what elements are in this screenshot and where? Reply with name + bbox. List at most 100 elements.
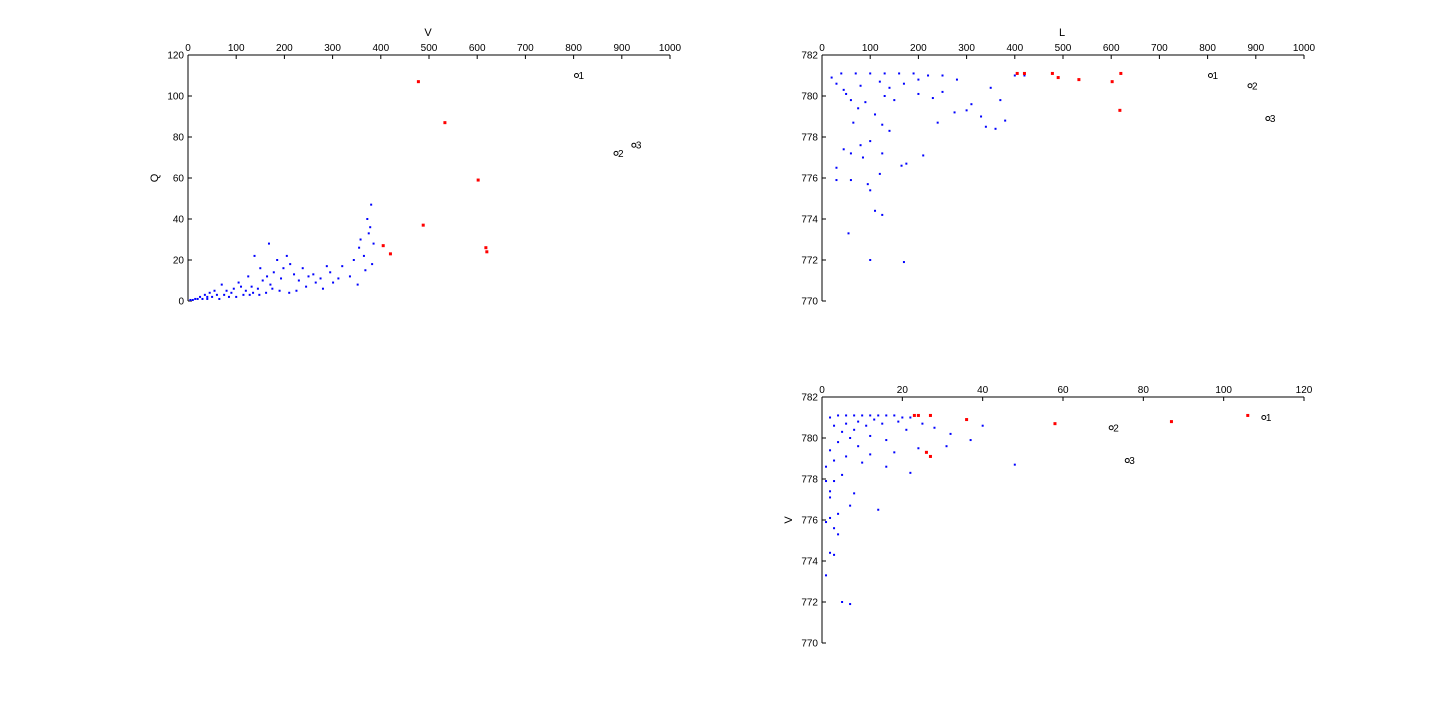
data-point [869,72,872,75]
data-point [213,289,216,292]
y-tick-label: 772 [801,598,818,609]
data-point-highlight [916,413,920,417]
data-point [829,516,832,519]
data-point [999,99,1002,102]
data-point [933,426,936,429]
x-tick-label: 800 [565,43,582,54]
data-point [857,420,860,423]
data-point [853,428,856,431]
data-point [864,101,867,104]
data-point [945,445,948,448]
data-point [941,90,944,93]
data-point [240,285,243,288]
data-point [348,275,351,278]
y-tick-label: 770 [801,297,818,308]
x-tick-label: 900 [613,43,630,54]
data-point [873,418,876,421]
data-point [878,80,881,83]
data-point-highlight [485,250,489,254]
x-tick-label: 700 [517,43,534,54]
x-tick-label: 300 [958,43,975,54]
y-tick-label: 778 [801,133,818,144]
data-point [367,232,370,235]
data-point [905,428,908,431]
x-tick-label: 100 [862,43,879,54]
data-point [874,113,877,116]
x-tick-label: 300 [324,43,341,54]
x-axis-label: V [424,27,432,39]
data-point [841,430,844,433]
data-point-labeled [1261,415,1267,420]
data-point-labeled [613,150,619,156]
point-label: 1 [1212,71,1218,82]
point-label: 2 [1252,81,1258,92]
data-point [237,281,240,284]
data-point [282,267,285,270]
data-point [341,265,344,268]
data-point [366,218,369,220]
data-point-labeled [631,142,637,148]
data-point [314,281,317,284]
data-point [853,414,856,417]
data-point [191,298,194,301]
data-point [878,172,881,175]
data-point-labeled [1207,73,1213,78]
y-tick-label: 60 [173,174,185,185]
data-point [885,439,888,442]
data-point [902,261,905,264]
data-point [835,166,838,169]
data-point [881,152,884,155]
data-point-highlight [924,450,928,454]
data-point [362,254,365,257]
data-point [897,420,900,423]
data-point [215,293,218,296]
y-tick-label: 120 [167,51,184,62]
data-point [857,107,860,110]
data-point [980,115,983,118]
data-point-highlight [484,246,488,250]
data-point [949,432,952,435]
data-point [235,295,238,298]
data-point [259,267,262,270]
data-point [301,267,304,270]
data-point [893,99,896,102]
x-tick-label: 0 [185,43,191,54]
data-point [857,445,860,448]
data-point [854,72,857,75]
data-point [901,416,904,419]
data-point [931,97,934,100]
data-point [220,283,223,286]
data-point [271,287,274,290]
x-tick-label: 100 [1215,385,1232,396]
data-point [230,291,233,294]
data-point [829,416,832,419]
y-tick-label: 780 [801,92,818,103]
data-point [266,275,269,278]
data-point [337,277,340,280]
scatter-marks: 1 2 3 [189,71,642,301]
x-tick-label: 800 [1199,43,1216,54]
data-point [953,111,956,114]
y-tick-label: 772 [801,256,818,267]
data-point [278,289,281,292]
data-point-highlight [1118,108,1122,112]
data-point [922,154,925,157]
x-tick-label: 80 [1138,385,1150,396]
data-point [849,152,852,155]
data-point [1023,74,1026,77]
data-point [877,508,880,511]
data-point [917,447,920,450]
data-point [267,242,270,245]
y-tick-label: 780 [801,434,818,445]
data-point [288,291,291,294]
data-point-highlight [928,413,932,417]
data-point [305,285,308,288]
data-point [917,92,920,95]
data-point [936,121,939,124]
x-axis-label: L [1059,27,1065,39]
x-ticks: 0 100 200 300 400 500 600 700 800 900 1000 [185,43,682,59]
data-point [881,213,884,216]
data-point-highlight [1110,80,1114,84]
data-point [825,465,828,468]
data-point [829,449,832,452]
